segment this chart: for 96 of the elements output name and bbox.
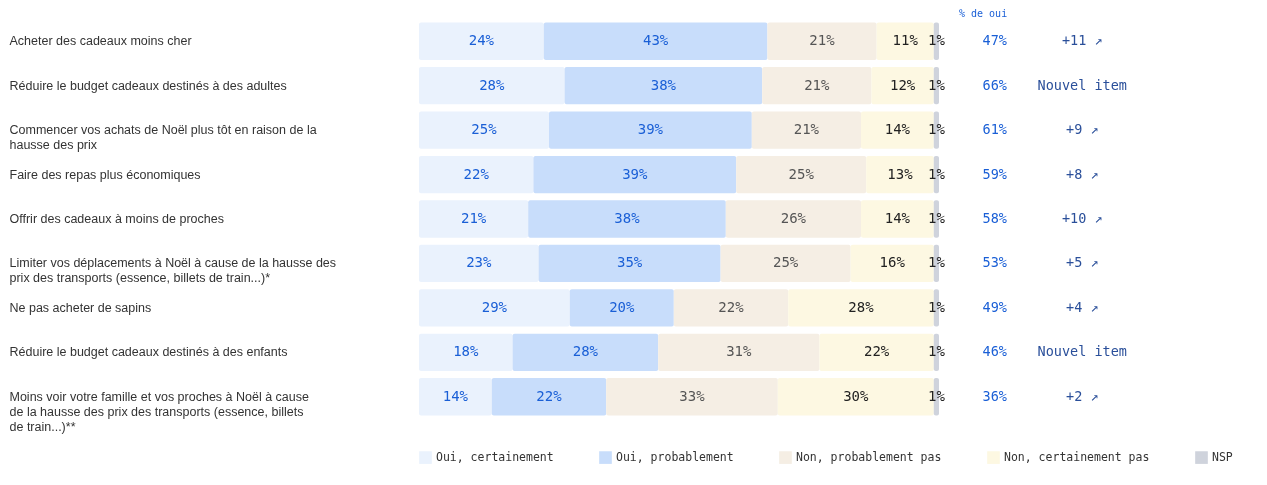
data-label: 16% [879,254,906,271]
data-label: 1% [927,32,946,49]
bar [419,67,565,105]
text: +8 ↗ [1065,165,1099,182]
bar [543,22,768,60]
text: 53% [982,254,1007,271]
data-label: 22% [863,343,890,360]
bar [419,200,529,238]
y-tick-label: Réduire le budget cadeaux destinés à des enfants [9,345,288,360]
data-label: 21% [793,121,820,138]
data-label: 29% [481,298,508,315]
data-label: 22% [718,298,745,315]
bar [419,111,549,149]
data-label: 25% [788,165,815,182]
data-label: 21% [804,76,831,93]
data-label: 30% [843,387,870,404]
bar [569,289,674,327]
data-label: 18% [453,343,480,360]
data-label: 20% [609,298,636,315]
data-label: 1% [927,343,946,360]
legend-label: Non, probablement pas [796,449,942,464]
data-label: 39% [637,121,664,138]
data-label: 23% [466,254,493,271]
bar [419,155,534,194]
data-label: 1% [927,254,946,271]
text: +2 ↗ [1065,387,1099,404]
data-label: 21% [809,32,836,49]
bar [538,244,721,283]
text: +11 ↗ [1061,32,1103,49]
bar [564,67,763,105]
y-tick-label: Commencer vos achats de Noël plus tôt en raison de la hausse des prix [9,123,317,153]
data-label: 14% [884,210,911,226]
data-label: 1% [927,210,946,226]
y-tick-label: Moins voir votre famille et vos proches à Noël à cause de la hausse des prix des transports (essence, billets de train...)** [9,389,309,434]
text: 46% [982,343,1007,360]
data-label: 11% [892,32,919,49]
legend-label: Oui, certainement [436,449,554,464]
data-label: 22% [463,165,490,182]
y-tick-label: Offrir des cadeaux à moins de proches [9,212,224,226]
data-label: 22% [536,387,563,404]
data-label: 25% [772,254,799,271]
text: Nouvel item [1037,76,1127,93]
y-tick-label: Ne pas acheter de sapins [9,300,152,315]
data-label: 33% [679,387,706,404]
data-label: 14% [884,121,911,138]
bar [419,22,544,60]
text: 36% [982,387,1007,404]
text: +4 ↗ [1065,298,1099,315]
bar [528,200,726,238]
data-label: 21% [460,210,487,226]
y-tick-label: Réduire le budget cadeaux destinés à des adultes [9,78,287,93]
data-label: 28% [572,343,599,360]
text: 59% [982,165,1007,182]
text: 58% [982,210,1007,226]
legend-label: Non, certainement pas [1004,449,1150,464]
text: +10 ↗ [1061,210,1103,226]
data-label: 38% [650,76,677,93]
text: 47% [982,32,1007,49]
data-label: 1% [927,121,946,138]
data-label: 35% [616,254,643,271]
text: Nouvel item [1037,343,1127,360]
text: 66% [982,76,1007,93]
data-label: 31% [726,343,753,360]
data-label: 28% [848,298,875,315]
data-label: 12% [889,76,916,93]
data-label: 43% [642,32,669,49]
bar [419,333,513,371]
bar [533,155,737,194]
text: 49% [982,298,1007,315]
data-label: 38% [614,210,641,226]
y-tick-label: Faire des repas plus économiques [9,167,201,182]
y-tick-label: Limiter vos déplacements à Noël à cause de la hausse des prix des transports (essence, billets de train...)* [9,256,337,286]
data-label: 1% [927,165,946,182]
data-label: 39% [622,165,649,182]
bar [491,378,607,416]
bar [549,111,752,149]
data-label: 14% [442,387,469,404]
data-label: 28% [479,76,506,93]
bar [419,244,539,283]
data-label: 1% [927,387,946,404]
data-label: 24% [468,32,495,49]
bar [419,289,570,327]
bar [419,378,492,416]
legend-label: Oui, probablement [616,449,734,464]
text: % de oui [959,8,1008,19]
data-label: 25% [471,121,498,138]
legend-label: NSP [1212,449,1233,464]
bar [512,333,659,371]
text: 61% [982,121,1007,138]
data-label: 26% [780,210,807,226]
y-tick-label: Acheter des cadeaux moins cher [9,34,192,49]
data-label: 13% [887,165,914,182]
data-label: 1% [927,298,946,315]
text: +9 ↗ [1065,121,1099,138]
text: +5 ↗ [1065,254,1099,271]
data-label: 1% [927,76,946,93]
